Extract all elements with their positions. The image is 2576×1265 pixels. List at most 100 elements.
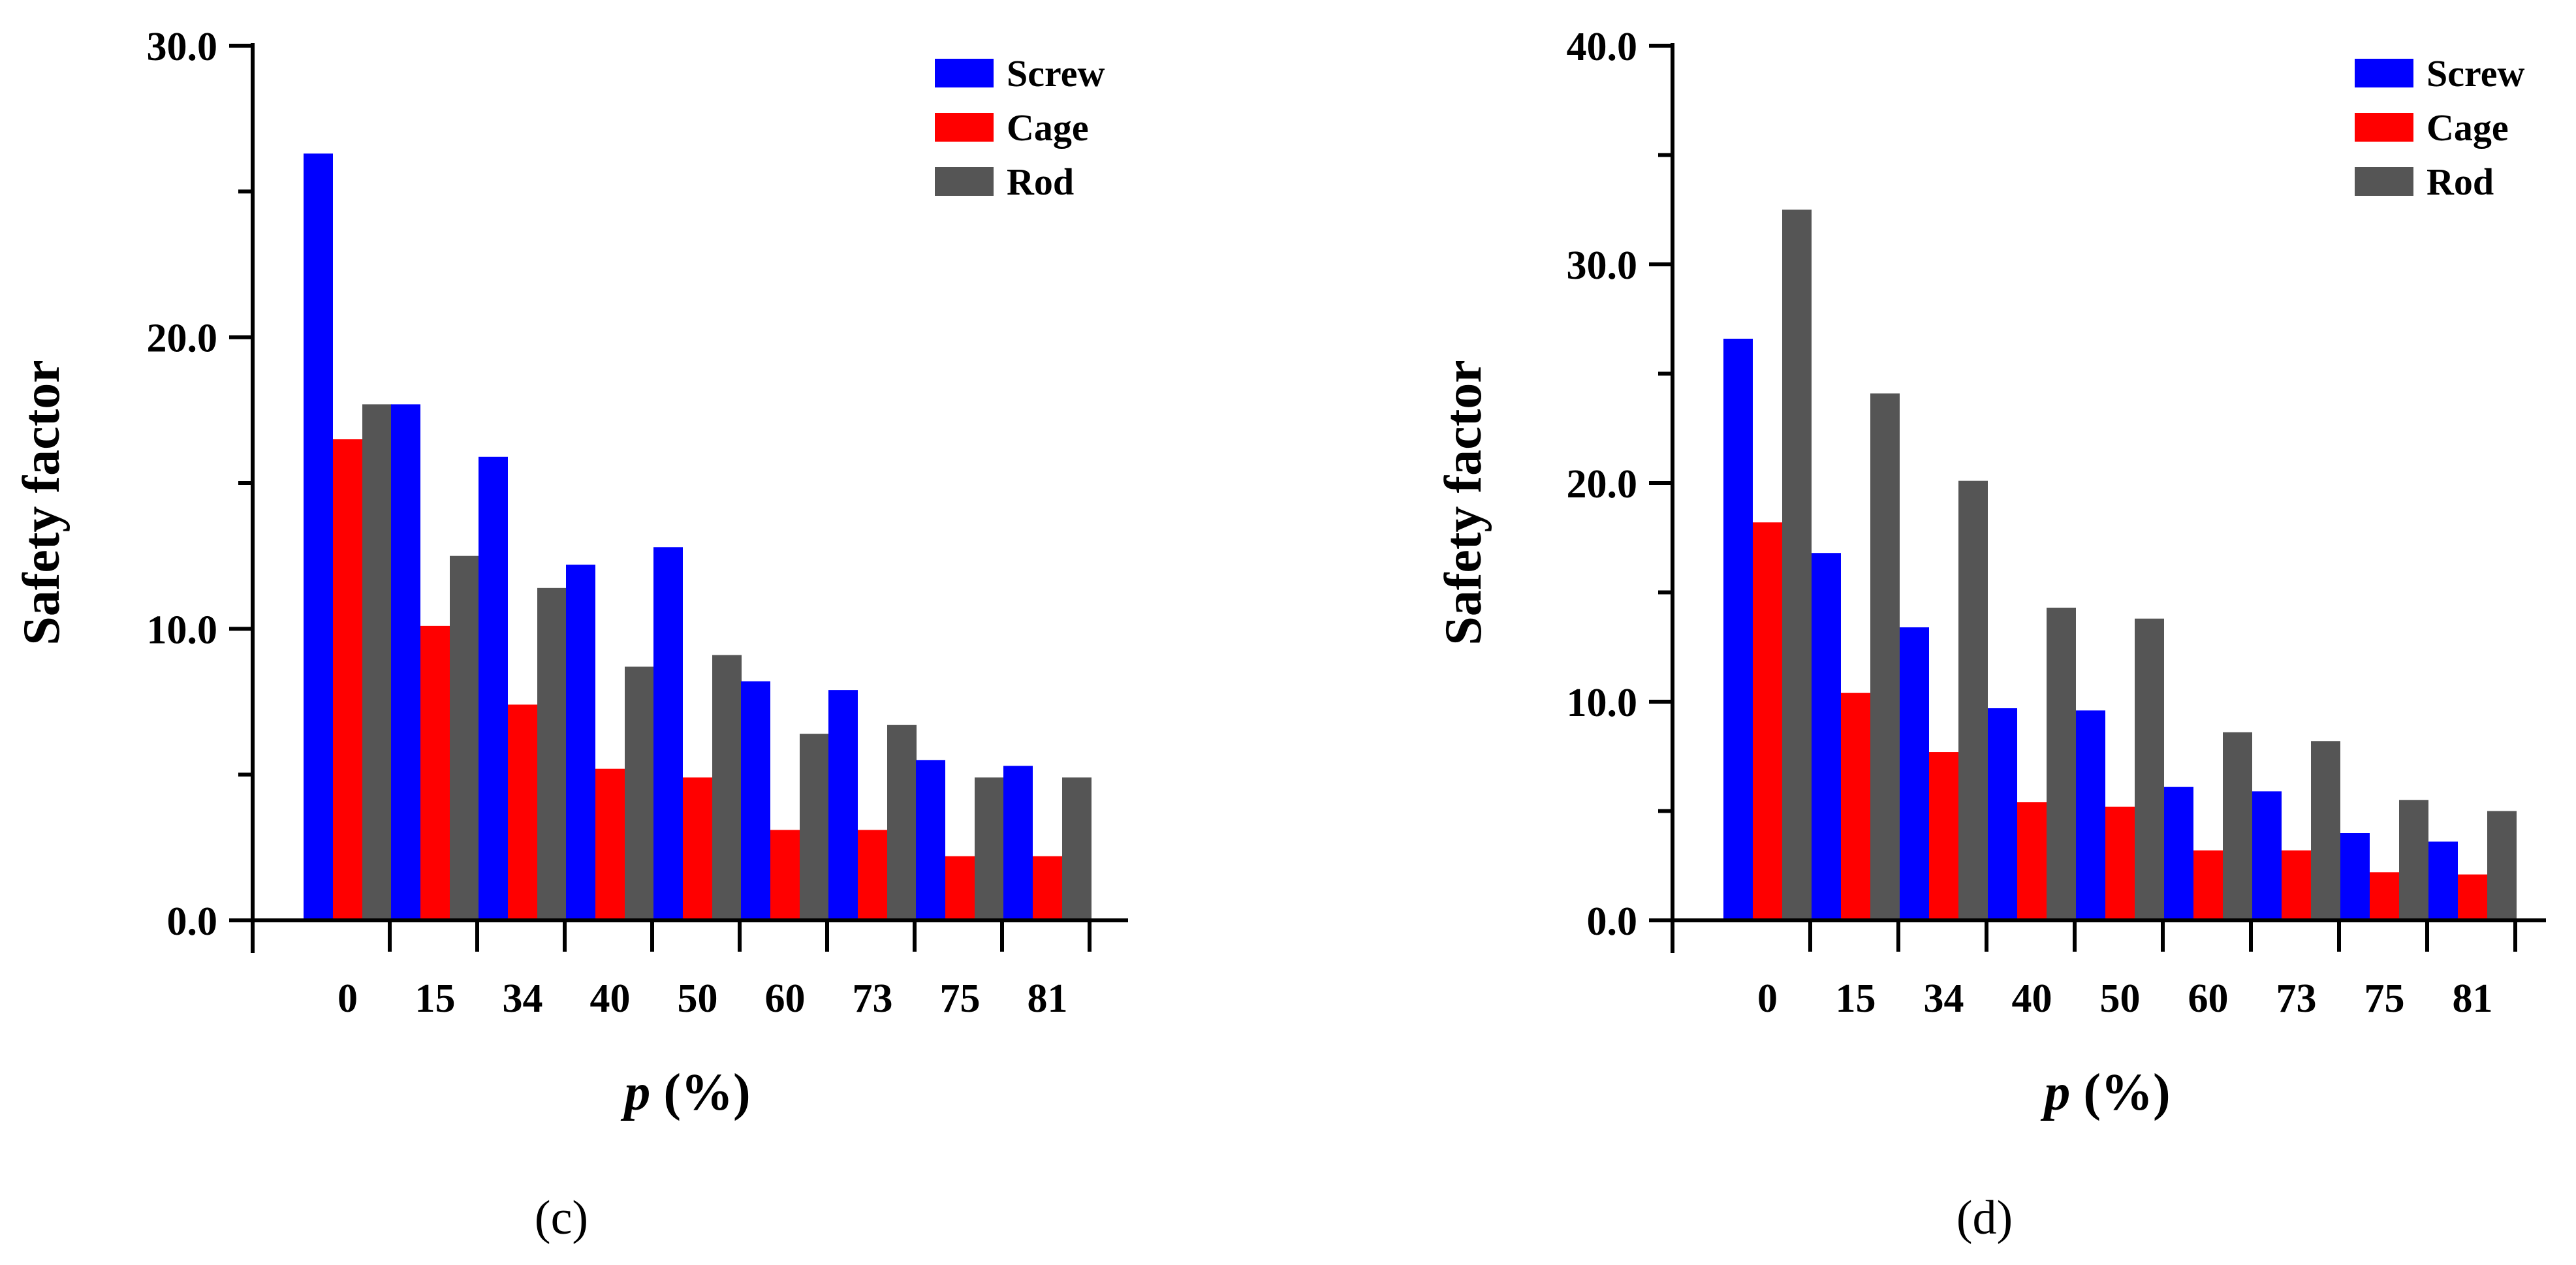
bar-rod-15 [1870,393,1900,920]
bar-rod-75 [2399,800,2428,920]
bar-cage-75 [2370,872,2399,920]
x-axis-variable: p [620,1064,650,1121]
legend-label-rod: Rod [1007,161,1074,203]
bar-screw-73 [2252,791,2282,920]
bar-screw-60 [2164,787,2193,920]
bar-cage-0 [1753,522,1782,920]
x-axis-variable: p [2040,1064,2070,1121]
x-axis-unit: (%) [650,1064,750,1121]
x-tick-label-73: 73 [853,976,893,1021]
bar-screw-34 [479,456,508,920]
y-tick-label: 10.0 [147,608,218,652]
bar-screw-60 [741,681,770,920]
bar-cage-73 [2282,850,2311,920]
x-tick-label-81: 81 [1028,976,1068,1021]
panel-caption: (c) [535,1191,588,1245]
bar-screw-50 [2076,710,2105,920]
y-tick-label: 20.0 [147,317,218,361]
x-tick-label-60: 60 [765,976,806,1021]
legend-label-cage: Cage [2427,106,2509,149]
bar-rod-0 [362,404,392,920]
bar-cage-34 [1929,752,1958,920]
bar-screw-50 [653,547,683,920]
bar-cage-40 [595,768,625,920]
legend-swatch-cage [2355,113,2413,142]
x-tick-label-50: 50 [678,976,718,1021]
x-tick-label-75: 75 [2364,976,2405,1021]
bar-cage-81 [1033,856,1062,920]
x-tick-label-40: 40 [590,976,631,1021]
bar-screw-81 [2428,841,2458,920]
legend-label-screw: Screw [2427,52,2524,95]
legend-swatch-rod [2355,167,2413,196]
chart-panel-d: 0.0 10.0 20.0 30.0 40.0 0 15 34 40 50 60 73 75 81 p (%… [1435,25,2546,1245]
y-axis-title: Safety factor [1435,360,1492,646]
x-tick-label-0: 0 [1757,976,1778,1021]
bar-rod-15 [450,555,479,920]
bar-rod-0 [1782,210,1812,920]
legend-swatch-rod [935,167,994,196]
x-tick-label-75: 75 [940,976,981,1021]
bar-rod-60 [800,734,829,920]
y-tick-label: 0.0 [1587,899,1638,944]
y-tick-label: 20.0 [1567,462,1638,507]
bar-cage-15 [420,625,450,920]
x-tick-label-15: 15 [415,976,456,1021]
x-tick-label-15: 15 [1836,976,1876,1021]
bar-cage-73 [858,830,887,920]
y-tick-label: 0.0 [167,899,218,944]
bar-screw-15 [1812,553,1841,920]
bar-rod-73 [2311,741,2340,920]
bar-cage-50 [2105,806,2135,920]
bar-cage-60 [2193,850,2223,920]
x-tick-label-34: 34 [1924,976,1964,1021]
bar-rod-73 [887,725,917,920]
bar-screw-73 [828,690,858,920]
bar-rod-40 [625,666,654,920]
bar-cage-15 [1841,693,1870,920]
bar-cage-50 [683,777,712,920]
y-tick-label: 40.0 [1567,25,1638,69]
bar-rod-50 [2135,618,2164,920]
x-tick-label-0: 0 [338,976,358,1021]
bar-screw-81 [1003,766,1033,920]
chart-panel-c: 0.0 10.0 20.0 30.0 0 15 34 40 50 60 73 75 81 p (%) Saf… [13,25,1128,1245]
bar-rod-75 [975,777,1004,920]
bar-screw-40 [566,565,595,920]
bar-screw-34 [1900,627,1929,920]
x-tick-label-40: 40 [2012,976,2052,1021]
x-tick-label-60: 60 [2188,976,2229,1021]
legend-label-screw: Screw [1007,52,1105,95]
bar-rod-34 [1958,480,1988,920]
legend-swatch-cage [935,113,994,142]
bar-screw-0 [304,153,333,921]
x-axis-title: p (%) [2040,1064,2170,1121]
x-tick-label-73: 73 [2276,976,2317,1021]
y-tick-label: 10.0 [1567,681,1638,725]
bar-rod-60 [2223,732,2252,920]
bar-rod-81 [2487,811,2517,920]
bar-screw-15 [391,404,420,920]
x-axis-unit: (%) [2070,1064,2170,1121]
x-tick-label-81: 81 [2453,976,2493,1021]
bar-screw-40 [1988,708,2017,920]
bar-cage-60 [770,830,800,920]
x-tick-label-50: 50 [2100,976,2141,1021]
bar-screw-0 [1723,338,1753,920]
bar-rod-40 [2047,607,2076,920]
y-axis-title: Safety factor [13,360,71,646]
bar-screw-75 [2340,833,2370,920]
bar-cage-0 [333,439,362,920]
bar-cage-34 [508,704,537,920]
y-tick-label: 30.0 [147,25,218,69]
legend-swatch-screw [2355,59,2413,87]
legend-swatch-screw [935,59,994,87]
y-tick-label: 30.0 [1567,243,1638,288]
bar-rod-34 [537,587,567,920]
bar-cage-81 [2458,874,2487,920]
panel-caption: (d) [1956,1191,2013,1245]
x-axis-title: p (%) [620,1064,750,1121]
bar-cage-75 [945,856,975,920]
legend-label-cage: Cage [1007,106,1089,149]
